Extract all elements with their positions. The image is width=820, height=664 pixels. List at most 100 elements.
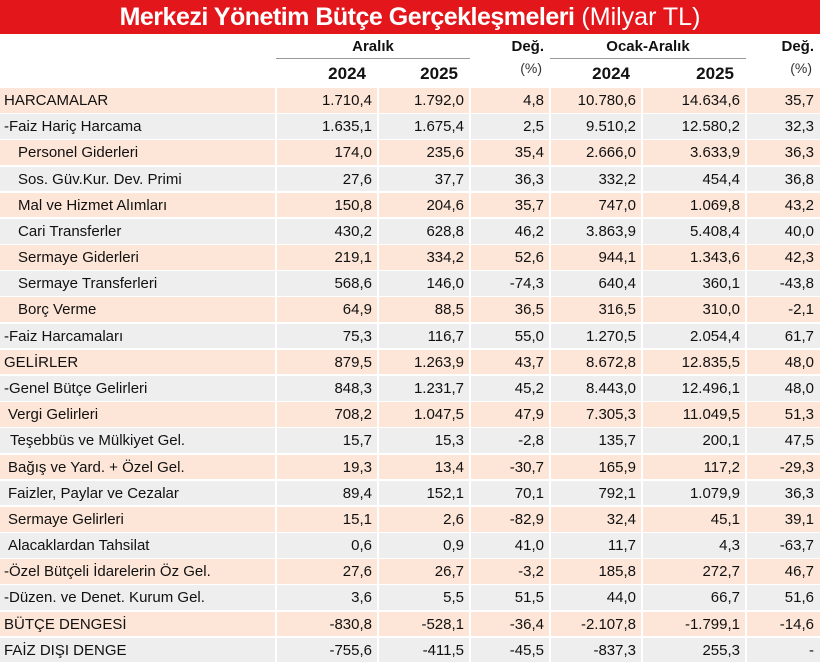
row-bg [0,454,820,480]
cell-value: 12.580,2 [681,118,740,136]
cell-value: 13,4 [434,458,464,476]
row-bg [0,611,820,637]
cell-value: 5.408,4 [689,222,740,240]
row-label: Sermaye Giderleri [18,249,139,267]
row-label: BÜTÇE DENGESİ [4,615,127,633]
cell-value: 45,2 [514,379,544,397]
cell-value: 2.054,4 [689,327,740,345]
cell-value: 10.780,6 [577,92,636,109]
cell-value: 51,6 [784,589,814,607]
cell-value: 165,9 [598,458,636,476]
column-separator [469,88,471,664]
cell-value: -2,1 [788,301,814,319]
row-bg [0,637,820,663]
cell-value: 15,7 [342,432,372,450]
sub-header: 2025 [420,64,458,83]
sub-header: (%) [520,60,542,76]
cell-value: 32,4 [606,510,636,528]
cell-value: 152,1 [426,484,464,502]
cell-value: 1.343,6 [689,249,740,267]
cell-value: 747,0 [598,196,636,214]
cell-value: 89,4 [342,484,372,502]
column-separator [377,88,379,664]
cell-value: 235,6 [426,144,464,162]
cell-value: 35,4 [514,144,544,162]
row-label: FAİZ DIŞI DENGE [4,641,127,659]
cell-value: 117,2 [703,458,740,476]
title-unit: (Milyar TL) [581,3,701,31]
cell-value: -30,7 [509,458,544,476]
cell-value: 146,0 [426,275,464,293]
cell-value: 14.634,6 [681,92,740,109]
row-label: Borç Verme [18,301,97,319]
cell-value: -14,6 [779,615,814,633]
group-header: Ocak-Aralık [606,38,690,55]
cell-value: -63,7 [779,537,814,555]
cell-value: 1.231,7 [413,379,464,397]
row-bg [0,218,820,244]
cell-value: 26,7 [434,563,464,581]
cell-value: 9.510,2 [585,118,636,136]
cell-value: -29,3 [779,458,814,476]
cell-value: 45,1 [710,510,740,528]
cell-value: 15,3 [434,432,464,450]
cell-value: 310,0 [702,301,740,319]
sub-header: 2025 [696,64,734,83]
column-separator [275,88,277,664]
cell-value: 1.635,1 [321,118,372,136]
cell-value: 792,1 [598,484,636,502]
row-bg [0,88,820,113]
sub-header: 2024 [328,64,366,83]
cell-value: 36,3 [784,144,814,162]
cell-value: 3.863,9 [585,222,636,240]
cell-value: -74,3 [509,275,544,293]
cell-value: 55,0 [514,327,544,345]
row-bg [0,375,820,401]
cell-value: 568,6 [334,275,372,293]
cell-value: 0,6 [351,537,372,555]
row-label: GELİRLER [4,353,79,371]
cell-value: 52,6 [514,249,544,267]
cell-value: 42,3 [784,249,814,267]
cell-value: -43,8 [779,275,814,293]
row-bg [0,349,820,375]
cell-value: 15,1 [342,510,372,528]
cell-value: 944,1 [598,249,636,267]
cell-value: 2.666,0 [585,144,636,162]
cell-value: 61,7 [784,327,814,345]
cell-value: 11,7 [607,537,636,555]
cell-value: 1.069,8 [689,196,740,214]
row-bg [0,297,820,323]
cell-value: 185,8 [598,563,636,581]
cell-value: 332,2 [598,170,636,188]
row-label: Teşebbüs ve Mülkiyet Gel. [10,432,186,450]
row-label: Cari Transferler [18,222,122,240]
cell-value: 48,0 [784,379,814,397]
cell-value: 75,3 [342,327,372,345]
row-bg [0,323,820,349]
cell-value: -755,6 [329,641,372,659]
row-label: Sermaye Transferleri [18,275,158,293]
cell-value: 48,0 [784,353,814,371]
cell-value: 51,5 [514,589,544,607]
row-label: -Özel Bütçeli İdarelerin Öz Gel. [4,563,211,581]
cell-value: 2,6 [443,510,464,528]
row-bg [0,480,820,506]
cell-value: 316,5 [598,301,636,319]
cell-value: 37,7 [434,170,464,188]
cell-value: -36,4 [509,615,544,633]
cell-value: - [809,641,814,659]
row-label: Alacaklardan Tahsilat [8,537,150,555]
cell-value: -82,9 [509,510,544,528]
cell-value: -528,1 [421,615,464,633]
group-header: Aralık [352,38,394,55]
row-label: Mal ve Hizmet Alımları [18,196,168,214]
cell-value: -411,5 [422,641,464,659]
cell-value: 11.049,5 [682,406,740,424]
row-label: Faizler, Paylar ve Cezalar [8,484,179,502]
cell-value: 640,4 [598,275,636,293]
row-bg [0,192,820,218]
cell-value: 200,1 [702,432,740,450]
row-label: -Düzen. ve Denet. Kurum Gel. [4,589,205,607]
